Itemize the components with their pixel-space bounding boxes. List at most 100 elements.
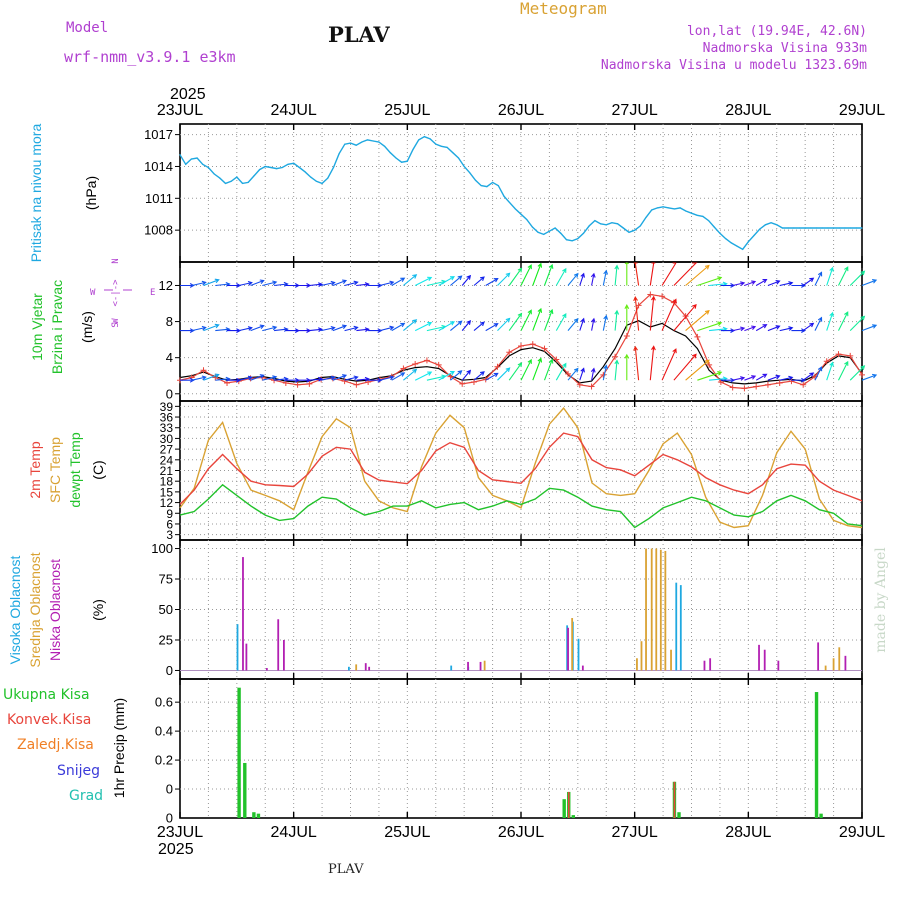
wind-arrow xyxy=(697,276,723,287)
cloud-bar xyxy=(838,647,841,671)
pressure-point xyxy=(804,227,806,229)
pressure-point xyxy=(725,238,727,240)
station-title: PLAV xyxy=(328,22,390,47)
y-tick-label: 4 xyxy=(166,350,173,365)
precip-bar xyxy=(562,799,566,818)
cloud-bar xyxy=(763,649,766,671)
y-tick-label: 6 xyxy=(166,517,173,531)
wind-arrow xyxy=(814,316,823,331)
pressure-point xyxy=(832,227,835,229)
wind-arrow xyxy=(814,271,823,286)
pressure-point xyxy=(753,234,755,237)
temp-ylabel: (C) xyxy=(90,460,106,479)
cloud-bar xyxy=(777,660,780,671)
wind-title2: Brzina i Pravac xyxy=(49,280,65,374)
cloud-bar xyxy=(242,557,244,671)
wind-arrow xyxy=(624,353,630,381)
pressure-point xyxy=(719,232,721,234)
wind-arrow xyxy=(497,367,511,381)
y-tick-label: 18 xyxy=(160,475,174,489)
wind-arrow xyxy=(614,359,620,381)
pressure-point xyxy=(861,227,863,229)
pressure-point xyxy=(747,241,749,243)
pressure-point xyxy=(372,140,374,142)
wind-arrow xyxy=(309,282,324,287)
pressure-point xyxy=(497,184,499,187)
pressure-point xyxy=(310,176,312,178)
cloud-bar xyxy=(571,618,574,671)
wind-arrow xyxy=(438,276,456,286)
pressure-point xyxy=(685,210,687,212)
cloud-bar xyxy=(581,665,584,671)
pressure-point xyxy=(457,157,460,159)
cloud-bar xyxy=(636,658,638,671)
wind-speed-marker xyxy=(518,342,524,349)
pressure-point xyxy=(577,238,579,240)
pressure-point xyxy=(332,166,335,169)
wind-arrow xyxy=(391,322,406,332)
cloud-bar xyxy=(650,548,653,671)
pressure-point xyxy=(770,222,772,224)
precip-bar xyxy=(814,692,819,818)
precip-bar xyxy=(567,791,570,818)
cloud-bar xyxy=(364,663,367,671)
wind-arrow xyxy=(320,325,336,332)
pressure-point xyxy=(355,144,357,146)
wind-arrow xyxy=(791,328,806,333)
wind-arrow xyxy=(344,280,359,287)
wind-arrow xyxy=(191,375,207,381)
wind-arrow xyxy=(520,264,532,286)
pressure-point xyxy=(241,182,244,185)
temp-title-0: 2m Temp xyxy=(27,441,43,499)
pressure-point xyxy=(673,208,676,210)
wind-arrow xyxy=(633,345,640,381)
wind-speed-marker xyxy=(623,333,630,340)
y-tick-label: 39 xyxy=(160,400,174,414)
pressure-point xyxy=(196,157,198,159)
cloud-bar xyxy=(817,642,820,671)
wind-arrow xyxy=(779,375,794,381)
wind-speed-marker xyxy=(717,379,724,386)
precip-bar xyxy=(256,813,261,818)
y-tick-label: 3 xyxy=(166,528,173,542)
wind-arrow xyxy=(485,278,499,286)
pressure-point xyxy=(276,167,278,170)
wind-arrow xyxy=(697,371,723,381)
cloud-bar xyxy=(368,666,371,671)
wind-speed-marker xyxy=(494,363,501,370)
y-tick-label: 50 xyxy=(159,602,173,617)
cloud-bar xyxy=(483,660,486,671)
wind-arrow xyxy=(297,328,312,333)
pressure-point xyxy=(605,224,607,226)
wind-arrow xyxy=(779,281,794,287)
wind-arrow xyxy=(461,274,472,286)
compass: <-|-> N S xyxy=(111,258,121,327)
wind-arrow xyxy=(838,360,849,381)
wind-arrow xyxy=(697,321,723,332)
wind-speed-marker xyxy=(600,371,607,378)
pressure-point xyxy=(224,182,227,185)
wind-arrow xyxy=(673,353,697,381)
y-tick-label: 0.2 xyxy=(155,753,173,768)
pressure-point xyxy=(384,145,386,147)
wind-arrow xyxy=(861,324,878,332)
pressure-point xyxy=(531,226,533,228)
wind-arrow xyxy=(614,264,620,286)
pressure-point xyxy=(736,245,738,247)
wind-arrow xyxy=(602,314,609,331)
compass-south: S xyxy=(111,322,121,327)
wind-arrow xyxy=(497,272,511,286)
compass-east: E xyxy=(150,288,155,298)
pressure-point xyxy=(315,180,317,182)
y-tick-label: 75 xyxy=(159,572,173,587)
wind-speed-marker xyxy=(412,360,419,367)
pressure-point xyxy=(253,175,255,177)
wind-arrow xyxy=(508,267,523,286)
wind-speed-marker xyxy=(694,333,701,340)
pressure-point xyxy=(327,177,329,179)
wind-speed-marker xyxy=(823,358,830,365)
wind-arrow xyxy=(403,319,418,332)
wind-arrow xyxy=(649,295,656,331)
pressure-point xyxy=(821,227,823,229)
wind-arrow xyxy=(391,372,406,381)
